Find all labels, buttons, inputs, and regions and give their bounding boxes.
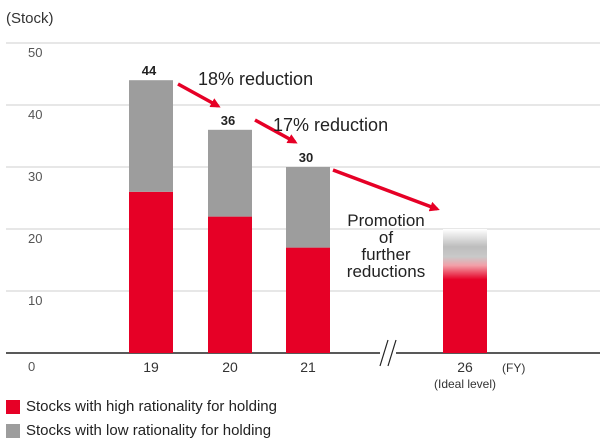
y-tick-label: 0 xyxy=(28,359,35,374)
bar-high-26 xyxy=(443,278,487,353)
bar-low-19 xyxy=(129,80,173,192)
annotation-18pct: 18% reduction xyxy=(198,69,313,89)
annotations: 18% reduction 17% reduction Promotion of fur… xyxy=(177,69,440,281)
legend-swatch-low xyxy=(6,423,20,438)
total-label-19: 44 xyxy=(142,63,157,78)
y-tick-label: 30 xyxy=(28,169,42,184)
bar-low-26 xyxy=(443,229,487,280)
reduction-arrow xyxy=(254,118,298,144)
y-tick-label: 10 xyxy=(28,293,42,308)
y-unit-label: (Stock) xyxy=(6,10,54,27)
legend-label-low: Stocks with low rationality for holding xyxy=(26,422,272,439)
y-tick-label: 20 xyxy=(28,231,42,246)
axis-break-mark xyxy=(387,339,397,367)
x-unit-label: (FY) xyxy=(502,361,525,375)
legend-item-high: Stocks with high rationality for holding xyxy=(6,398,277,415)
legend-swatch-high xyxy=(6,399,20,414)
bar-low-21 xyxy=(286,167,330,248)
reduction-arrow xyxy=(332,168,440,212)
legend-item-low: Stocks with low rationality for holding xyxy=(6,422,271,439)
x-tick-label-20: 20 xyxy=(222,359,238,375)
x-tick-sublabel: (Ideal level) xyxy=(434,377,496,391)
bars xyxy=(129,80,487,353)
bar-low-20 xyxy=(208,129,252,217)
labels: 0 10 20 30 40 50 44 19 36 20 30 21 26 (Ideal level) (F… xyxy=(28,45,525,391)
x-tick-label-26: 26 xyxy=(457,359,473,375)
total-label-21: 30 xyxy=(299,150,313,165)
annotation-promotion: Promotion of further reductions xyxy=(347,211,425,281)
y-tick-label: 50 xyxy=(28,45,42,60)
total-label-20: 36 xyxy=(221,113,235,128)
reduction-arrow xyxy=(177,82,221,108)
legend-label-high: Stocks with high rationality for holding xyxy=(26,398,277,415)
bar-high-21 xyxy=(286,247,330,353)
y-tick-label: 40 xyxy=(28,107,42,122)
bar-high-19 xyxy=(129,191,173,353)
axis-break-mark xyxy=(379,339,389,367)
x-tick-label-19: 19 xyxy=(143,359,159,375)
bar-high-20 xyxy=(208,216,252,353)
x-tick-label-21: 21 xyxy=(300,359,316,375)
annotation-17pct: 17% reduction xyxy=(273,115,388,135)
